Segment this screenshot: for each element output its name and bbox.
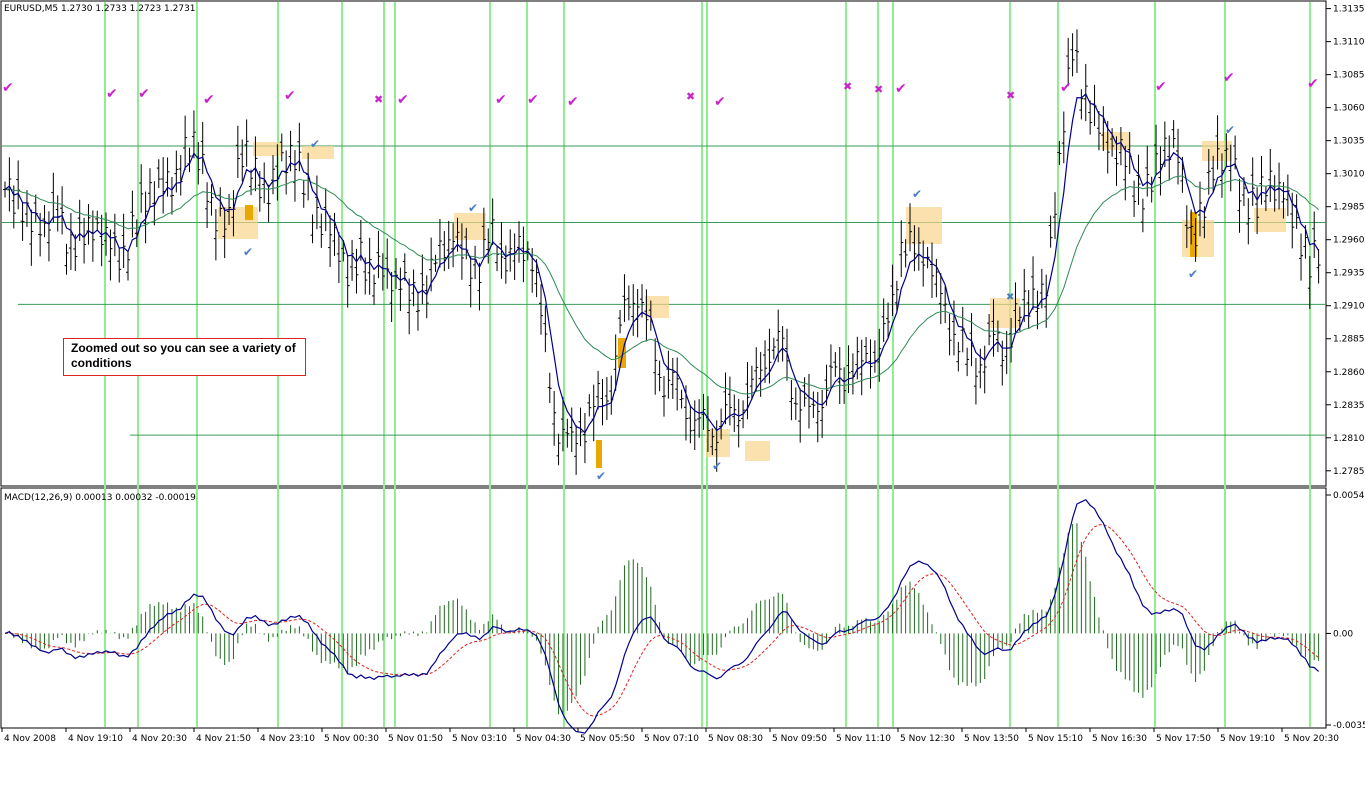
highlight-zone — [645, 296, 669, 318]
y-axis-tick-label: 1.3010 — [1333, 170, 1365, 180]
cross-mark-icon: ✖ — [874, 83, 883, 96]
macd-signal-line — [4, 523, 1319, 717]
x-axis-tick-label: 4 Nov 23:10 — [260, 734, 315, 744]
y-axis-tick-label: -0.0035 — [1333, 721, 1365, 731]
y-axis-tick-label: 1.2885 — [1333, 335, 1365, 345]
x-axis-tick-label: 5 Nov 12:30 — [900, 734, 955, 744]
x-axis: 4 Nov 2008 4 Nov 19:10 4 Nov 20:30 4 Nov 21… — [1, 728, 1339, 744]
cross-mark-icon: ✖ — [843, 80, 852, 93]
check-mark-icon: ✔ — [495, 92, 507, 108]
x-axis-tick-label: 5 Nov 04:30 — [516, 734, 571, 744]
x-axis-tick-label: 5 Nov 11:10 — [836, 734, 891, 744]
macd-pane — [0, 487, 1327, 729]
y-axis-tick-label: 1.2960 — [1333, 236, 1365, 246]
check-mark-icon: ✔ — [1155, 79, 1167, 95]
check-mark-icon: ✔ — [138, 86, 150, 102]
price-bars — [3, 29, 1321, 475]
moving-averages — [4, 93, 1320, 434]
y-axis-tick-label: 1.3035 — [1333, 137, 1365, 147]
highlight-zone-strong — [596, 440, 602, 468]
check-mark-icon: ✔ — [895, 81, 907, 97]
y-axis-tick-label: 0.0054 — [1333, 491, 1365, 501]
check-mark-icon: ✔ — [310, 137, 320, 151]
check-mark-icon: ✔ — [1307, 76, 1319, 92]
signal-marks: ✔ ✔ ✔ ✔ ✔ ✔ ✔ ✔ ✔ ✔ ✔ ✔ ✔ ✔ ✔ ✖ ✖ ✖ ✖ ✖ ✔ ✔ ✔ ✔ ✔ ✔ ✔ ✔ ✖ — [2, 70, 1319, 483]
x-axis-tick-label: 5 Nov 01:50 — [388, 734, 443, 744]
x-axis-tick-label: 5 Nov 05:50 — [580, 734, 635, 744]
check-mark-icon: ✔ — [527, 92, 539, 108]
y-axis-tick-label: 1.2785 — [1333, 467, 1365, 477]
x-axis-tick-label: 5 Nov 00:30 — [324, 734, 379, 744]
check-mark-icon: ✔ — [2, 80, 14, 96]
x-axis-tick-label: 5 Nov 15:10 — [1028, 734, 1083, 744]
price-header: EURUSD,M5 1.2730 1.2733 1.2723 1.2731 — [4, 4, 196, 14]
x-axis-tick-label: 4 Nov 21:50 — [196, 734, 251, 744]
check-mark-icon: ✔ — [596, 469, 606, 483]
check-mark-icon: ✔ — [1060, 80, 1072, 96]
y-axis-tick-label: 0.00 — [1333, 629, 1353, 639]
annotation-box: Zoomed out so you can see a variety of c… — [63, 338, 306, 376]
y-axis-tick-label: 1.3110 — [1333, 38, 1365, 48]
highlight-zone-strong — [618, 338, 626, 368]
y-axis-tick-label: 1.2985 — [1333, 203, 1365, 213]
fast-moving-average — [4, 93, 1320, 434]
x-axis-tick-label: 5 Nov 08:30 — [708, 734, 763, 744]
check-mark-icon: ✔ — [1225, 123, 1235, 137]
highlight-zone — [906, 207, 942, 244]
x-axis-tick-label: 5 Nov 19:10 — [1220, 734, 1275, 744]
y-axis-tick-label: 1.3135 — [1333, 5, 1365, 15]
check-mark-icon: ✔ — [284, 88, 296, 104]
cross-mark-icon: ✖ — [1006, 292, 1014, 303]
check-mark-icon: ✔ — [106, 86, 118, 102]
x-axis-tick-label: 4 Nov 19:10 — [68, 734, 123, 744]
highlight-zone — [706, 429, 730, 457]
check-mark-icon: ✔ — [1188, 267, 1198, 281]
x-axis-tick-label: 5 Nov 17:50 — [1156, 734, 1211, 744]
x-axis-tick-label: 5 Nov 13:50 — [964, 734, 1019, 744]
x-axis-tick-label: 4 Nov 20:30 — [132, 734, 187, 744]
check-mark-icon: ✔ — [1223, 70, 1235, 86]
x-axis-tick-label: 5 Nov 07:10 — [644, 734, 699, 744]
y-axis-tick-label: 1.3060 — [1333, 104, 1365, 114]
check-mark-icon: ✔ — [243, 245, 253, 259]
highlight-zone — [253, 142, 281, 156]
y-axis-tick-label: 1.2860 — [1333, 368, 1365, 378]
highlight-zone-strong — [245, 205, 253, 220]
check-mark-icon: ✔ — [203, 92, 215, 108]
macd-header: MACD(12,26,9) 0.00013 0.00032 -0.00019 — [4, 493, 196, 503]
vertical-signal-lines — [104, 2, 1311, 727]
check-mark-icon: ✔ — [397, 92, 409, 108]
check-mark-icon: ✔ — [567, 94, 579, 110]
x-axis-tick-label: 5 Nov 09:50 — [772, 734, 827, 744]
macd-line — [4, 498, 1319, 734]
y-axis-tick-label: 1.3085 — [1333, 71, 1365, 81]
check-mark-icon: ✔ — [912, 187, 922, 201]
highlight-zone — [745, 441, 770, 461]
check-mark-icon: ✔ — [714, 94, 726, 110]
x-axis-tick-label: 5 Nov 03:10 — [452, 734, 507, 744]
y-axis-tick-label: 1.2910 — [1333, 302, 1365, 312]
cross-mark-icon: ✖ — [686, 90, 695, 103]
y-axis-tick-label: 1.2835 — [1333, 401, 1365, 411]
y-axis-tick-label: 1.2935 — [1333, 269, 1365, 279]
x-axis-tick-label: 4 Nov 2008 — [4, 734, 56, 744]
x-axis-tick-label: 5 Nov 16:30 — [1092, 734, 1147, 744]
highlight-zone — [454, 213, 486, 240]
highlight-zone — [302, 146, 334, 159]
highlight-zone — [1254, 208, 1286, 232]
check-mark-icon: ✔ — [468, 201, 478, 215]
highlight-zone — [1202, 141, 1232, 161]
check-mark-icon: ✔ — [712, 459, 722, 473]
y-axis-tick-label: 1.2810 — [1333, 434, 1365, 444]
cross-mark-icon: ✖ — [374, 93, 383, 106]
cross-mark-icon: ✖ — [1006, 89, 1015, 102]
y-axis: 1.3135 1.3110 1.3085 1.3060 1.3035 1.3010 1.29… — [1326, 5, 1365, 731]
highlight-zone — [1182, 220, 1214, 257]
slow-moving-average — [4, 175, 1319, 395]
x-axis-tick-label: 5 Nov 20:30 — [1284, 734, 1339, 744]
macd-indicator — [4, 498, 1320, 734]
highlight-zone-strong — [1190, 212, 1197, 257]
